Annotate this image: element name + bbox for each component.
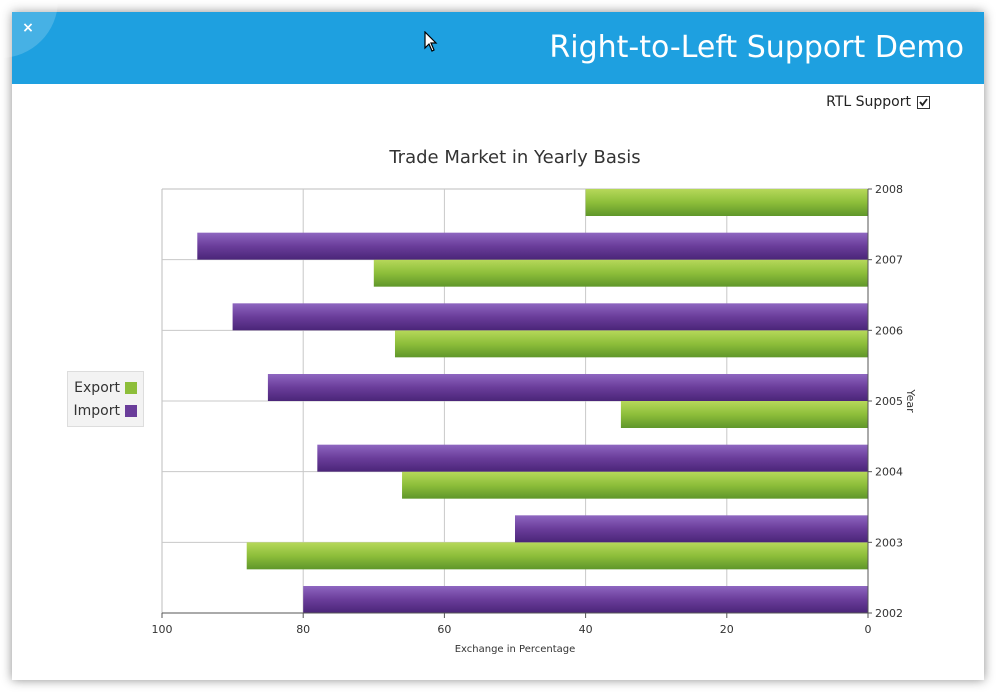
bar-export-2006[interactable] bbox=[394, 330, 868, 358]
y-tick-label: 2004 bbox=[875, 466, 903, 479]
bar-export-2003[interactable] bbox=[246, 542, 869, 570]
rtl-support-checkbox[interactable] bbox=[917, 95, 930, 109]
bar-import-2007[interactable] bbox=[197, 232, 869, 260]
x-tick-label: 40 bbox=[579, 623, 593, 636]
mouse-cursor-icon bbox=[424, 31, 438, 52]
legend-swatch-export bbox=[125, 382, 137, 394]
legend-item-import: Import bbox=[74, 403, 137, 419]
x-tick-label: 0 bbox=[865, 623, 872, 636]
legend-item-export: Export bbox=[74, 380, 137, 396]
rtl-support-toggle[interactable]: RTL Support bbox=[826, 94, 930, 110]
legend-label-import: Import bbox=[73, 403, 120, 419]
y-tick-label: 2003 bbox=[875, 536, 903, 549]
y-tick-label: 2006 bbox=[875, 324, 903, 337]
bar-import-2002[interactable] bbox=[303, 586, 868, 613]
bar-import-2003[interactable] bbox=[515, 515, 868, 543]
rtl-support-label: RTL Support bbox=[826, 94, 911, 110]
window-title: Right-to-Left Support Demo bbox=[549, 30, 964, 65]
close-icon[interactable]: × bbox=[22, 20, 34, 36]
bar-import-2006[interactable] bbox=[232, 303, 869, 331]
legend-label-export: Export bbox=[74, 380, 120, 396]
title-bar: × Right-to-Left Support Demo bbox=[0, 0, 984, 84]
bar-export-2007[interactable] bbox=[373, 259, 868, 287]
x-axis-label: Exchange in Percentage bbox=[455, 644, 576, 655]
x-tick-label: 60 bbox=[437, 623, 451, 636]
y-tick-label: 2008 bbox=[875, 183, 903, 196]
chart-title: Trade Market in Yearly Basis bbox=[388, 147, 640, 168]
y-tick-label: 2002 bbox=[875, 607, 903, 620]
y-tick-label: 2007 bbox=[875, 254, 903, 267]
x-tick-label: 80 bbox=[296, 623, 310, 636]
y-tick-label: 2005 bbox=[875, 395, 903, 408]
bar-export-2004[interactable] bbox=[402, 471, 868, 499]
chart-legend: Export Import bbox=[67, 371, 144, 427]
x-tick-label: 20 bbox=[720, 623, 734, 636]
legend-swatch-import bbox=[125, 405, 137, 417]
bar-import-2005[interactable] bbox=[267, 374, 868, 401]
y-axis-label: Year bbox=[904, 388, 917, 413]
bar-export-2008[interactable] bbox=[585, 189, 868, 216]
bar-import-2004[interactable] bbox=[317, 444, 868, 472]
checkmark-icon bbox=[919, 97, 928, 106]
bar-export-2005[interactable] bbox=[620, 401, 868, 428]
x-tick-label: 100 bbox=[152, 623, 173, 636]
